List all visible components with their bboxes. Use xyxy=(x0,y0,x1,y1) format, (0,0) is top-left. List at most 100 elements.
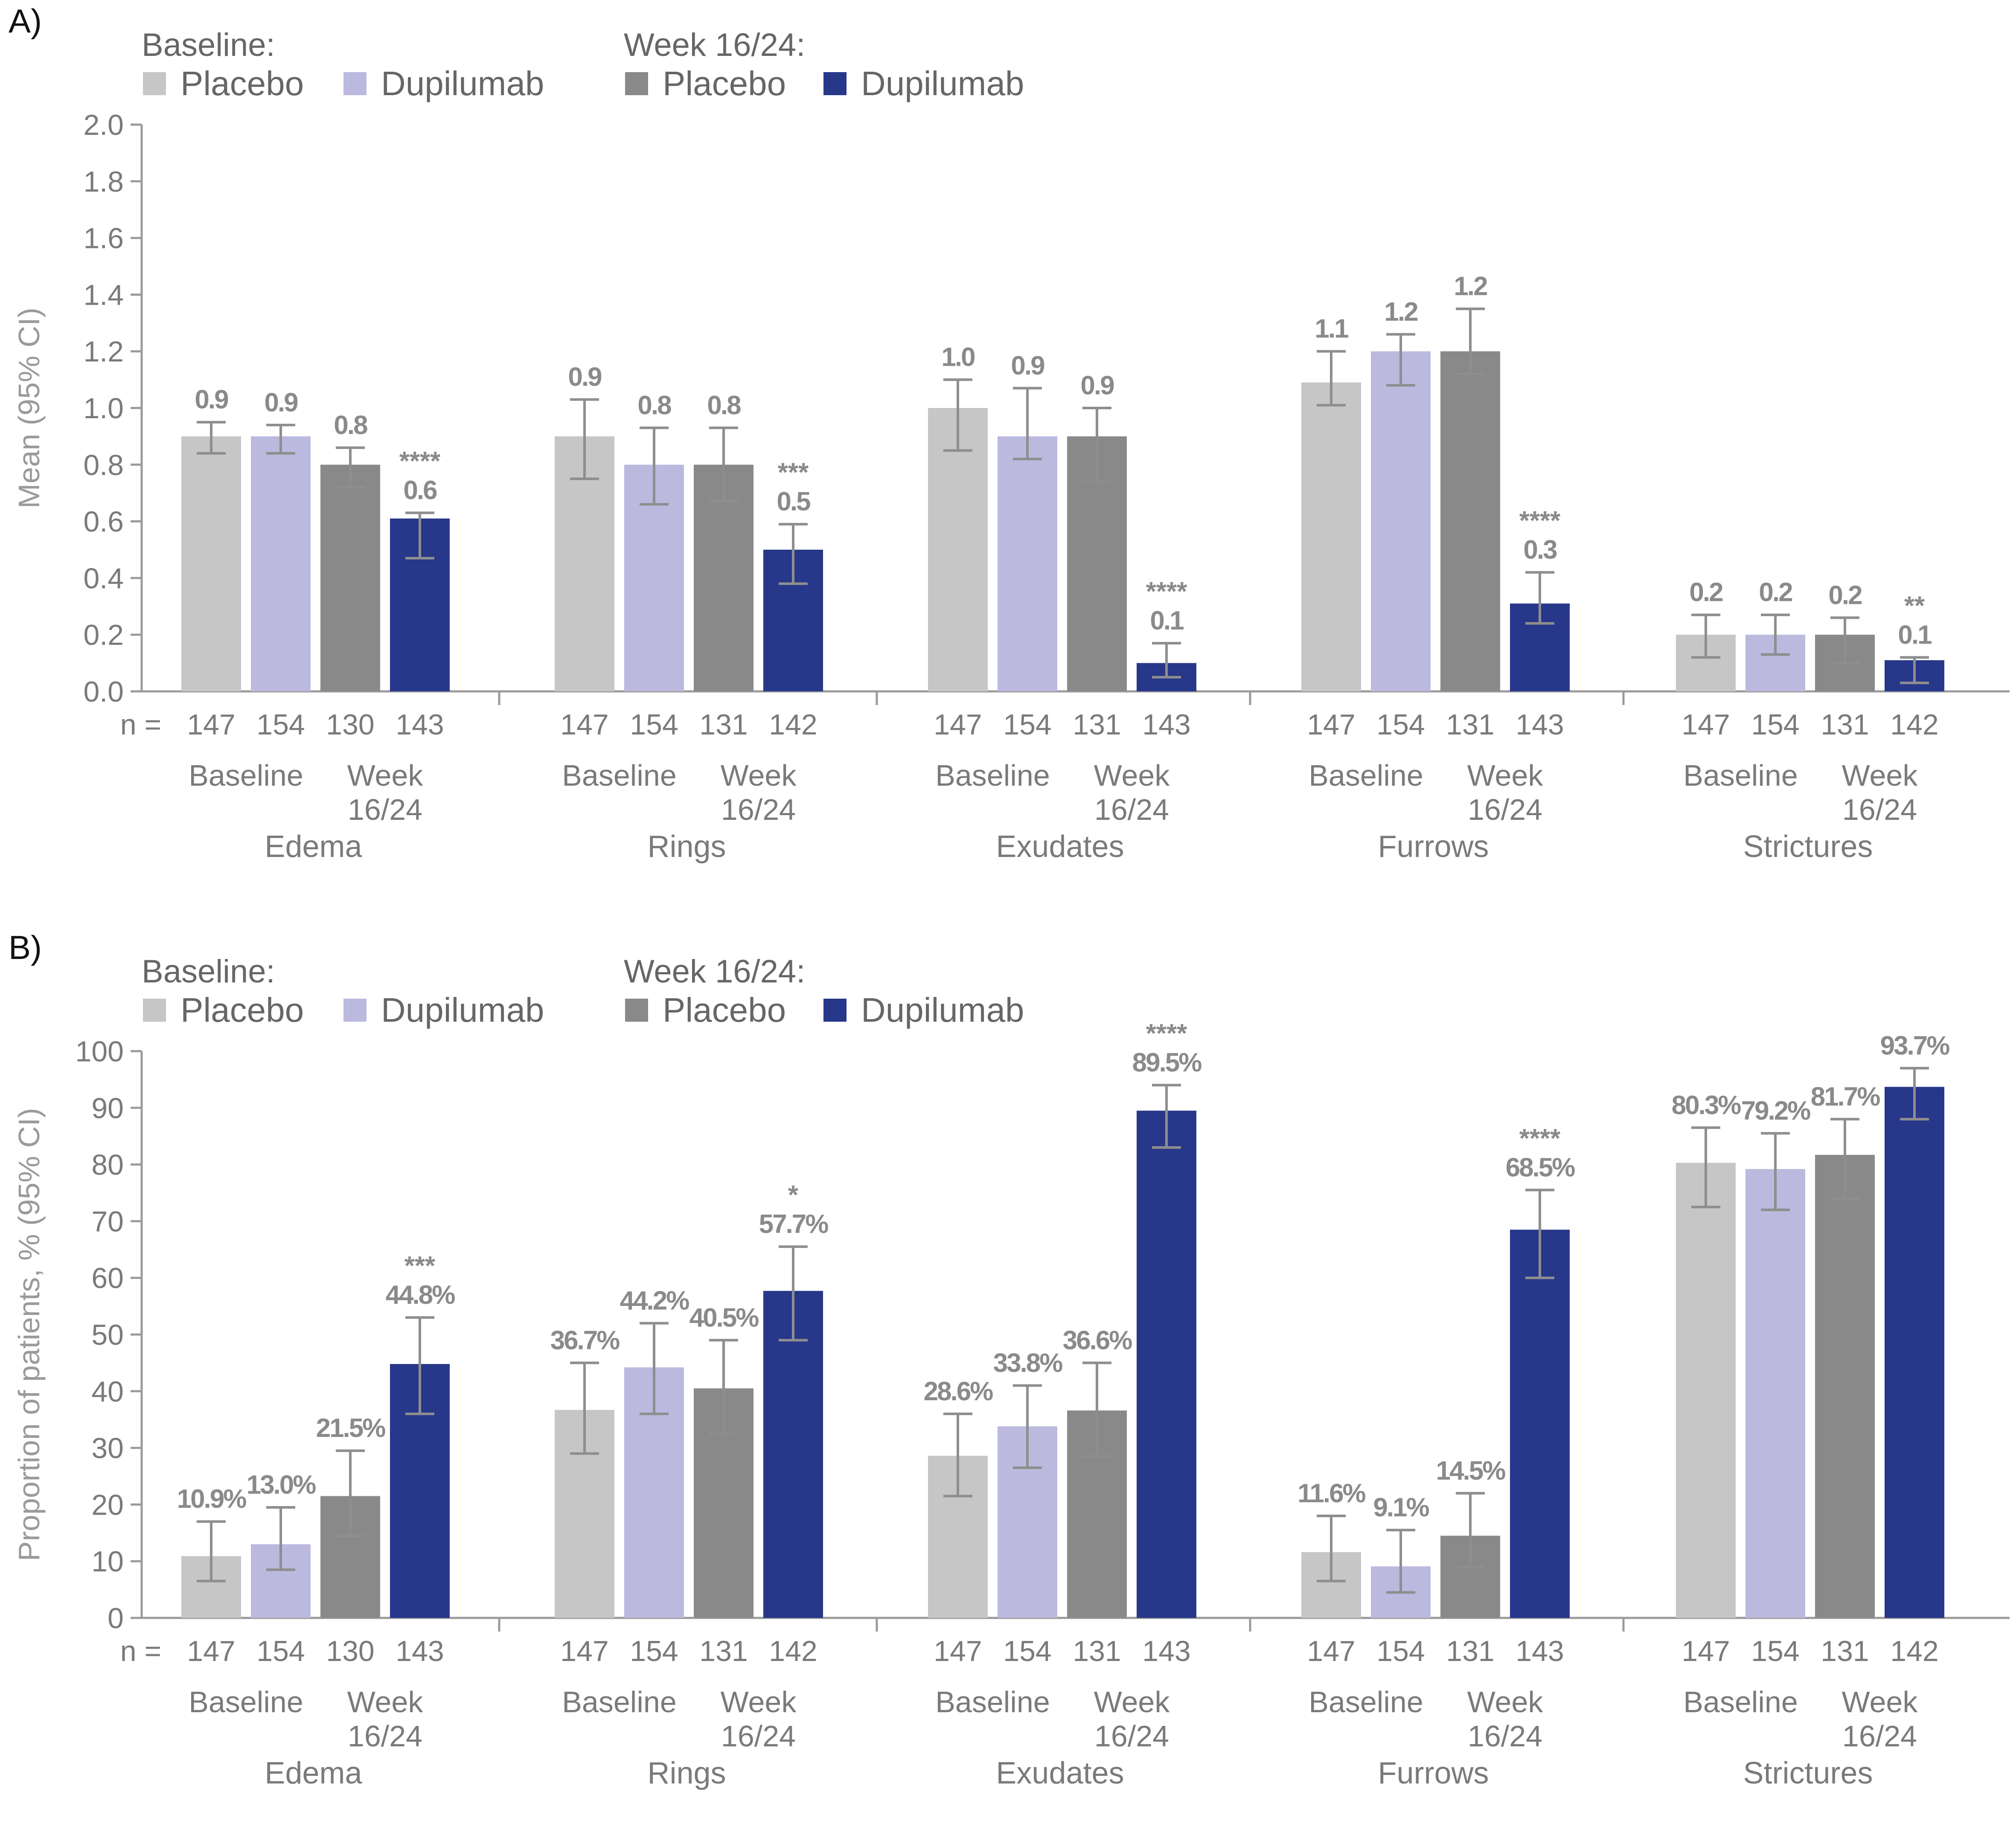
n-value-label: 147 xyxy=(1307,1635,1355,1667)
bar-value-label: 0.9 xyxy=(1011,351,1044,381)
legend-swatch xyxy=(143,72,166,95)
bar xyxy=(928,408,988,691)
bar xyxy=(1676,1163,1736,1618)
y-tick-label: 0 xyxy=(108,1602,124,1635)
category-label: Rings xyxy=(647,830,726,864)
timepoint-label: Week xyxy=(347,1685,424,1719)
bar-value-label: 0.8 xyxy=(707,390,741,420)
bar-value-label: 11.6% xyxy=(1297,1479,1365,1508)
y-tick-label: 10 xyxy=(91,1545,124,1578)
y-tick-label: 1.8 xyxy=(83,166,124,198)
category-label: Exudates xyxy=(996,1756,1124,1790)
n-value-label: 143 xyxy=(1516,708,1564,741)
y-tick-label: 1.6 xyxy=(83,222,124,255)
timepoint-label: 16/24 xyxy=(1842,793,1917,826)
legend-item-baseline-dupilumab: Dupilumab xyxy=(343,64,544,103)
legend-item-week-dupilumab: Dupilumab xyxy=(823,64,1024,103)
bar xyxy=(998,436,1057,691)
timepoint-label: Week xyxy=(1842,759,1918,792)
timepoint-label: 16/24 xyxy=(1094,793,1169,826)
legend-label: Dupilumab xyxy=(381,64,544,102)
timepoint-label: Baseline xyxy=(562,759,677,792)
n-value-label: 154 xyxy=(1751,708,1799,741)
n-value-label: 147 xyxy=(1681,1635,1730,1667)
n-value-label: 154 xyxy=(630,708,678,741)
n-value-label: 154 xyxy=(256,708,305,741)
bar-value-label: 33.8% xyxy=(993,1349,1063,1378)
timepoint-label: Week xyxy=(721,1685,797,1719)
n-prefix-label: n = xyxy=(120,708,161,741)
bar-value-label: 0.2 xyxy=(1689,578,1722,607)
category-label: Strictures xyxy=(1743,830,1873,864)
bar-value-label: 0.8 xyxy=(637,390,671,420)
y-axis-title: Mean (95% CI) xyxy=(12,308,46,509)
n-value-label: 131 xyxy=(1446,1635,1494,1667)
timepoint-label: 16/24 xyxy=(1094,1719,1169,1753)
legend-swatch xyxy=(625,999,648,1022)
timepoint-label: Baseline xyxy=(1683,1685,1798,1719)
bar-value-label: 0.6 xyxy=(403,476,437,505)
legend-swatch xyxy=(143,999,166,1022)
bar-value-label: 14.5% xyxy=(1436,1456,1506,1486)
timepoint-label: Week xyxy=(347,759,424,792)
n-value-label: 143 xyxy=(1142,708,1190,741)
significance-marker: **** xyxy=(1146,1019,1187,1049)
category-label: Rings xyxy=(647,1756,726,1790)
y-tick-label: 0.2 xyxy=(83,619,124,651)
y-axis-title: Proportion of patients, % (95% CI) xyxy=(12,1108,46,1561)
n-value-label: 143 xyxy=(1142,1635,1190,1667)
timepoint-label: Baseline xyxy=(1309,759,1423,792)
legend-label: Dupilumab xyxy=(861,991,1024,1029)
bar-value-label: 1.1 xyxy=(1315,314,1348,344)
bar xyxy=(1301,382,1361,691)
n-value-label: 131 xyxy=(699,1635,748,1667)
y-tick-label: 0.0 xyxy=(83,676,124,708)
significance-marker: ** xyxy=(1904,591,1925,621)
category-label: Edema xyxy=(265,830,362,864)
timepoint-label: 16/24 xyxy=(1842,1719,1917,1753)
legend-week-heading: Week 16/24: xyxy=(624,27,806,63)
bar-value-label: 13.0% xyxy=(247,1470,316,1500)
n-value-label: 147 xyxy=(1307,708,1355,741)
bar-value-label: 1.2 xyxy=(1454,272,1487,301)
n-value-label: 131 xyxy=(1821,1635,1869,1667)
n-value-label: 147 xyxy=(560,708,608,741)
timepoint-label: Week xyxy=(721,759,797,792)
significance-marker: **** xyxy=(1519,506,1561,536)
bar-value-label: 0.1 xyxy=(1150,606,1184,635)
y-tick-label: 40 xyxy=(91,1375,124,1408)
timepoint-label: Week xyxy=(1094,1685,1170,1719)
n-value-label: 147 xyxy=(934,708,982,741)
bar-value-label: 57.7% xyxy=(759,1209,829,1239)
timepoint-label: 16/24 xyxy=(721,1719,796,1753)
bar-value-label: 10.9% xyxy=(177,1484,247,1514)
n-value-label: 142 xyxy=(769,708,817,741)
bar xyxy=(1137,1110,1196,1618)
timepoint-label: Baseline xyxy=(935,1685,1050,1719)
legend-baseline-heading: Baseline: xyxy=(142,953,275,990)
bar-value-label: 36.6% xyxy=(1063,1326,1132,1355)
legend-item-week-placebo: Placebo xyxy=(625,991,786,1030)
n-value-label: 147 xyxy=(1681,708,1730,741)
timepoint-label: 16/24 xyxy=(1468,793,1542,826)
chart-a: 0.0 0.2 0.4 0.6 0.8 1.0 1.2 1.4 1.6 1.8 2.0 Mean (9… xyxy=(12,109,2010,864)
bar-value-label: 89.5% xyxy=(1132,1048,1202,1078)
timepoint-label: Baseline xyxy=(935,759,1050,792)
timepoint-label: Week xyxy=(1467,1685,1544,1719)
panel-letter: B) xyxy=(9,929,42,966)
panel-b: 0 10 20 30 40 50 60 70 80 90 100 Proportion of pati… xyxy=(0,927,2016,1833)
bar-value-label: 9.1% xyxy=(1373,1493,1429,1522)
legend-item-baseline-dupilumab: Dupilumab xyxy=(343,991,544,1030)
bar-value-label: 0.8 xyxy=(334,411,367,440)
category-label: Exudates xyxy=(996,830,1124,864)
n-value-label: 154 xyxy=(630,1635,678,1667)
bar-value-label: 40.5% xyxy=(689,1303,759,1332)
bar-value-label: 79.2% xyxy=(1741,1096,1811,1126)
y-tick-label: 90 xyxy=(91,1092,124,1125)
y-tick-label: 1.0 xyxy=(83,392,124,425)
n-value-label: 154 xyxy=(256,1635,305,1667)
n-prefix-label: n = xyxy=(120,1635,161,1667)
legend-swatch xyxy=(343,72,367,95)
legend-label: Placebo xyxy=(663,64,786,102)
legend-label: Dupilumab xyxy=(381,991,544,1029)
